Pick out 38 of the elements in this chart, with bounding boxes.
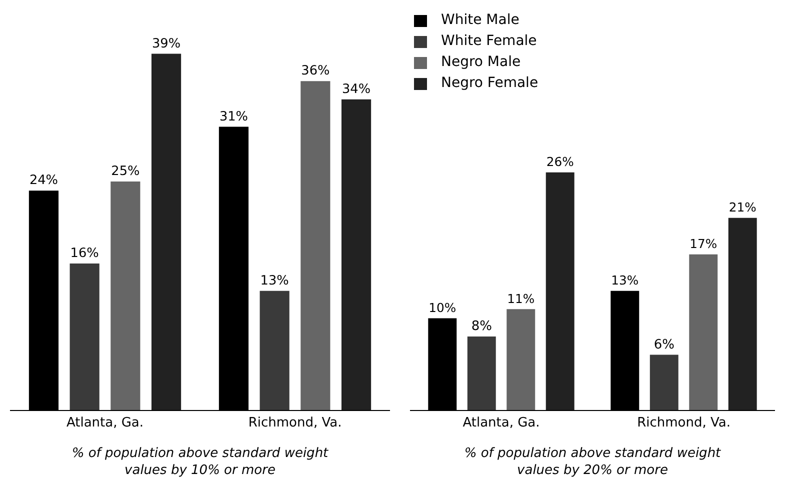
bar [728, 218, 757, 410]
legend-label: White Female [441, 32, 537, 51]
x-axis-title: % of population above standard weight values by 20% or more [464, 446, 722, 478]
data-label: 17% [690, 237, 718, 252]
bar [70, 264, 100, 410]
legend-label: White Male [441, 11, 520, 30]
x-tick-label: Atlanta, Ga. [66, 416, 144, 431]
data-label: 10% [428, 300, 456, 315]
legend-label: Negro Male [441, 53, 521, 72]
x-tick-label: Atlanta, Ga. [462, 416, 540, 431]
bar [689, 254, 718, 410]
data-label: 25% [111, 164, 140, 179]
bar [300, 81, 330, 410]
data-label: 6% [654, 337, 674, 352]
legend-label: Negro Female [441, 74, 538, 93]
data-label: 11% [507, 292, 535, 306]
data-label: 39% [152, 36, 181, 52]
data-label: 16% [70, 246, 99, 262]
data-label: 26% [546, 155, 574, 170]
data-label: 13% [611, 274, 639, 288]
bar [341, 99, 372, 410]
data-label: 36% [301, 64, 330, 79]
data-label: 31% [219, 109, 248, 124]
bar [506, 309, 536, 410]
x-axis-title: % of population above standard weight values by 10% or more [72, 446, 330, 478]
data-label: 24% [29, 173, 58, 188]
data-label: 13% [260, 273, 289, 288]
data-label: 21% [728, 200, 757, 215]
bar [260, 290, 290, 410]
bar [110, 181, 140, 410]
bar [546, 172, 574, 410]
data-label: 8% [471, 319, 492, 334]
bar [151, 54, 182, 410]
bar [650, 354, 678, 410]
data-label: 34% [342, 82, 371, 97]
x-tick-label: Richmond, Va. [248, 416, 342, 431]
x-tick-label: Richmond, Va. [637, 416, 730, 431]
bar [467, 336, 496, 410]
